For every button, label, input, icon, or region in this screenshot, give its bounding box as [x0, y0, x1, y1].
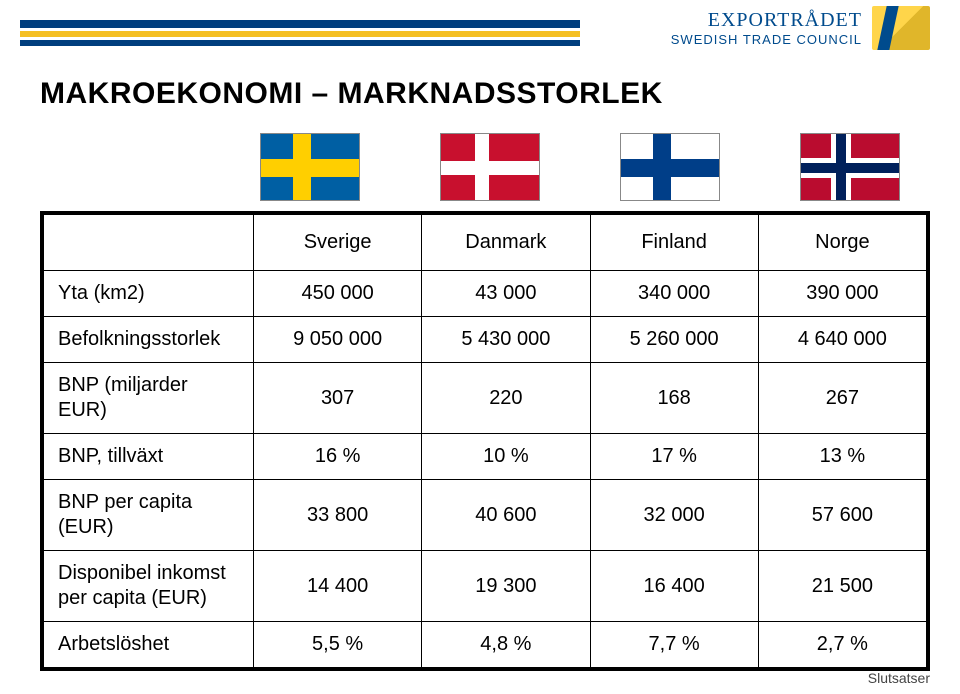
- cell-value: 7,7 %: [590, 622, 758, 668]
- cell-value: 307: [254, 363, 422, 434]
- row-label: Arbetslöshet: [44, 622, 254, 668]
- row-label: Disponibel inkomstper capita (EUR): [44, 551, 254, 622]
- data-table-wrap: Sverige Danmark Finland Norge Yta (km2)4…: [40, 211, 930, 671]
- cell-value: 16 %: [254, 434, 422, 480]
- flag-sweden-icon: [260, 133, 360, 201]
- cell-value: 14 400: [254, 551, 422, 622]
- brand-logo-line2: SWEDISH TRADE COUNCIL: [671, 33, 862, 47]
- table-header-row: Sverige Danmark Finland Norge: [44, 215, 927, 271]
- flag-denmark-icon: [440, 133, 540, 201]
- table-header-blank: [44, 215, 254, 271]
- cell-value: 267: [758, 363, 926, 434]
- cell-value: 43 000: [422, 271, 590, 317]
- row-label: BNP (miljarder EUR): [44, 363, 254, 434]
- cell-value: 10 %: [422, 434, 590, 480]
- table-header-col: Danmark: [422, 215, 590, 271]
- cell-value: 32 000: [590, 480, 758, 551]
- table-body: Yta (km2)450 00043 000340 000390 000Befo…: [44, 271, 927, 668]
- cell-value: 21 500: [758, 551, 926, 622]
- footer-label: Slutsatser: [868, 670, 930, 686]
- cell-value: 5 430 000: [422, 317, 590, 363]
- cell-value: 17 %: [590, 434, 758, 480]
- stripe-blue-top: [20, 20, 580, 28]
- flag-norway-icon: [800, 133, 900, 201]
- cell-value: 40 600: [422, 480, 590, 551]
- cell-value: 5,5 %: [254, 622, 422, 668]
- data-table: Sverige Danmark Finland Norge Yta (km2)4…: [43, 214, 927, 668]
- cell-value: 220: [422, 363, 590, 434]
- row-label: Befolkningsstorlek: [44, 317, 254, 363]
- cell-value: 9 050 000: [254, 317, 422, 363]
- brand-logo: EXPORTRÅDET SWEDISH TRADE COUNCIL: [671, 6, 930, 50]
- cell-value: 4,8 %: [422, 622, 590, 668]
- cell-value: 33 800: [254, 480, 422, 551]
- cell-value: 168: [590, 363, 758, 434]
- row-label: BNP per capita(EUR): [44, 480, 254, 551]
- flag-finland-icon: [620, 133, 720, 201]
- table-row: BNP per capita(EUR)33 80040 60032 00057 …: [44, 480, 927, 551]
- table-header-col: Finland: [590, 215, 758, 271]
- table-row: Disponibel inkomstper capita (EUR)14 400…: [44, 551, 927, 622]
- table-header-col: Sverige: [254, 215, 422, 271]
- cell-value: 16 400: [590, 551, 758, 622]
- header-stripes: [20, 20, 580, 46]
- cell-value: 4 640 000: [758, 317, 926, 363]
- cell-value: 13 %: [758, 434, 926, 480]
- cell-value: 340 000: [590, 271, 758, 317]
- page-title: MAKROEKONOMI – MARKNADSSTORLEK: [40, 77, 960, 111]
- table-row: Yta (km2)450 00043 000340 000390 000: [44, 271, 927, 317]
- cell-value: 390 000: [758, 271, 926, 317]
- table-row: BNP (miljarder EUR)307220168267: [44, 363, 927, 434]
- brand-logo-text: EXPORTRÅDET SWEDISH TRADE COUNCIL: [671, 10, 862, 47]
- table-row: Befolkningsstorlek9 050 0005 430 0005 26…: [44, 317, 927, 363]
- cell-value: 2,7 %: [758, 622, 926, 668]
- table-row: Arbetslöshet5,5 %4,8 %7,7 %2,7 %: [44, 622, 927, 668]
- stripe-yellow: [20, 31, 580, 37]
- header-area: EXPORTRÅDET SWEDISH TRADE COUNCIL: [0, 0, 960, 65]
- table-row: BNP, tillväxt16 %10 %17 %13 %: [44, 434, 927, 480]
- flags-row: [40, 133, 960, 201]
- cell-value: 57 600: [758, 480, 926, 551]
- brand-logo-icon: [872, 6, 930, 50]
- table-header-col: Norge: [758, 215, 926, 271]
- cell-value: 19 300: [422, 551, 590, 622]
- cell-value: 450 000: [254, 271, 422, 317]
- row-label: Yta (km2): [44, 271, 254, 317]
- stripe-blue-bottom: [20, 40, 580, 46]
- cell-value: 5 260 000: [590, 317, 758, 363]
- brand-logo-line1: EXPORTRÅDET: [671, 10, 862, 31]
- row-label: BNP, tillväxt: [44, 434, 254, 480]
